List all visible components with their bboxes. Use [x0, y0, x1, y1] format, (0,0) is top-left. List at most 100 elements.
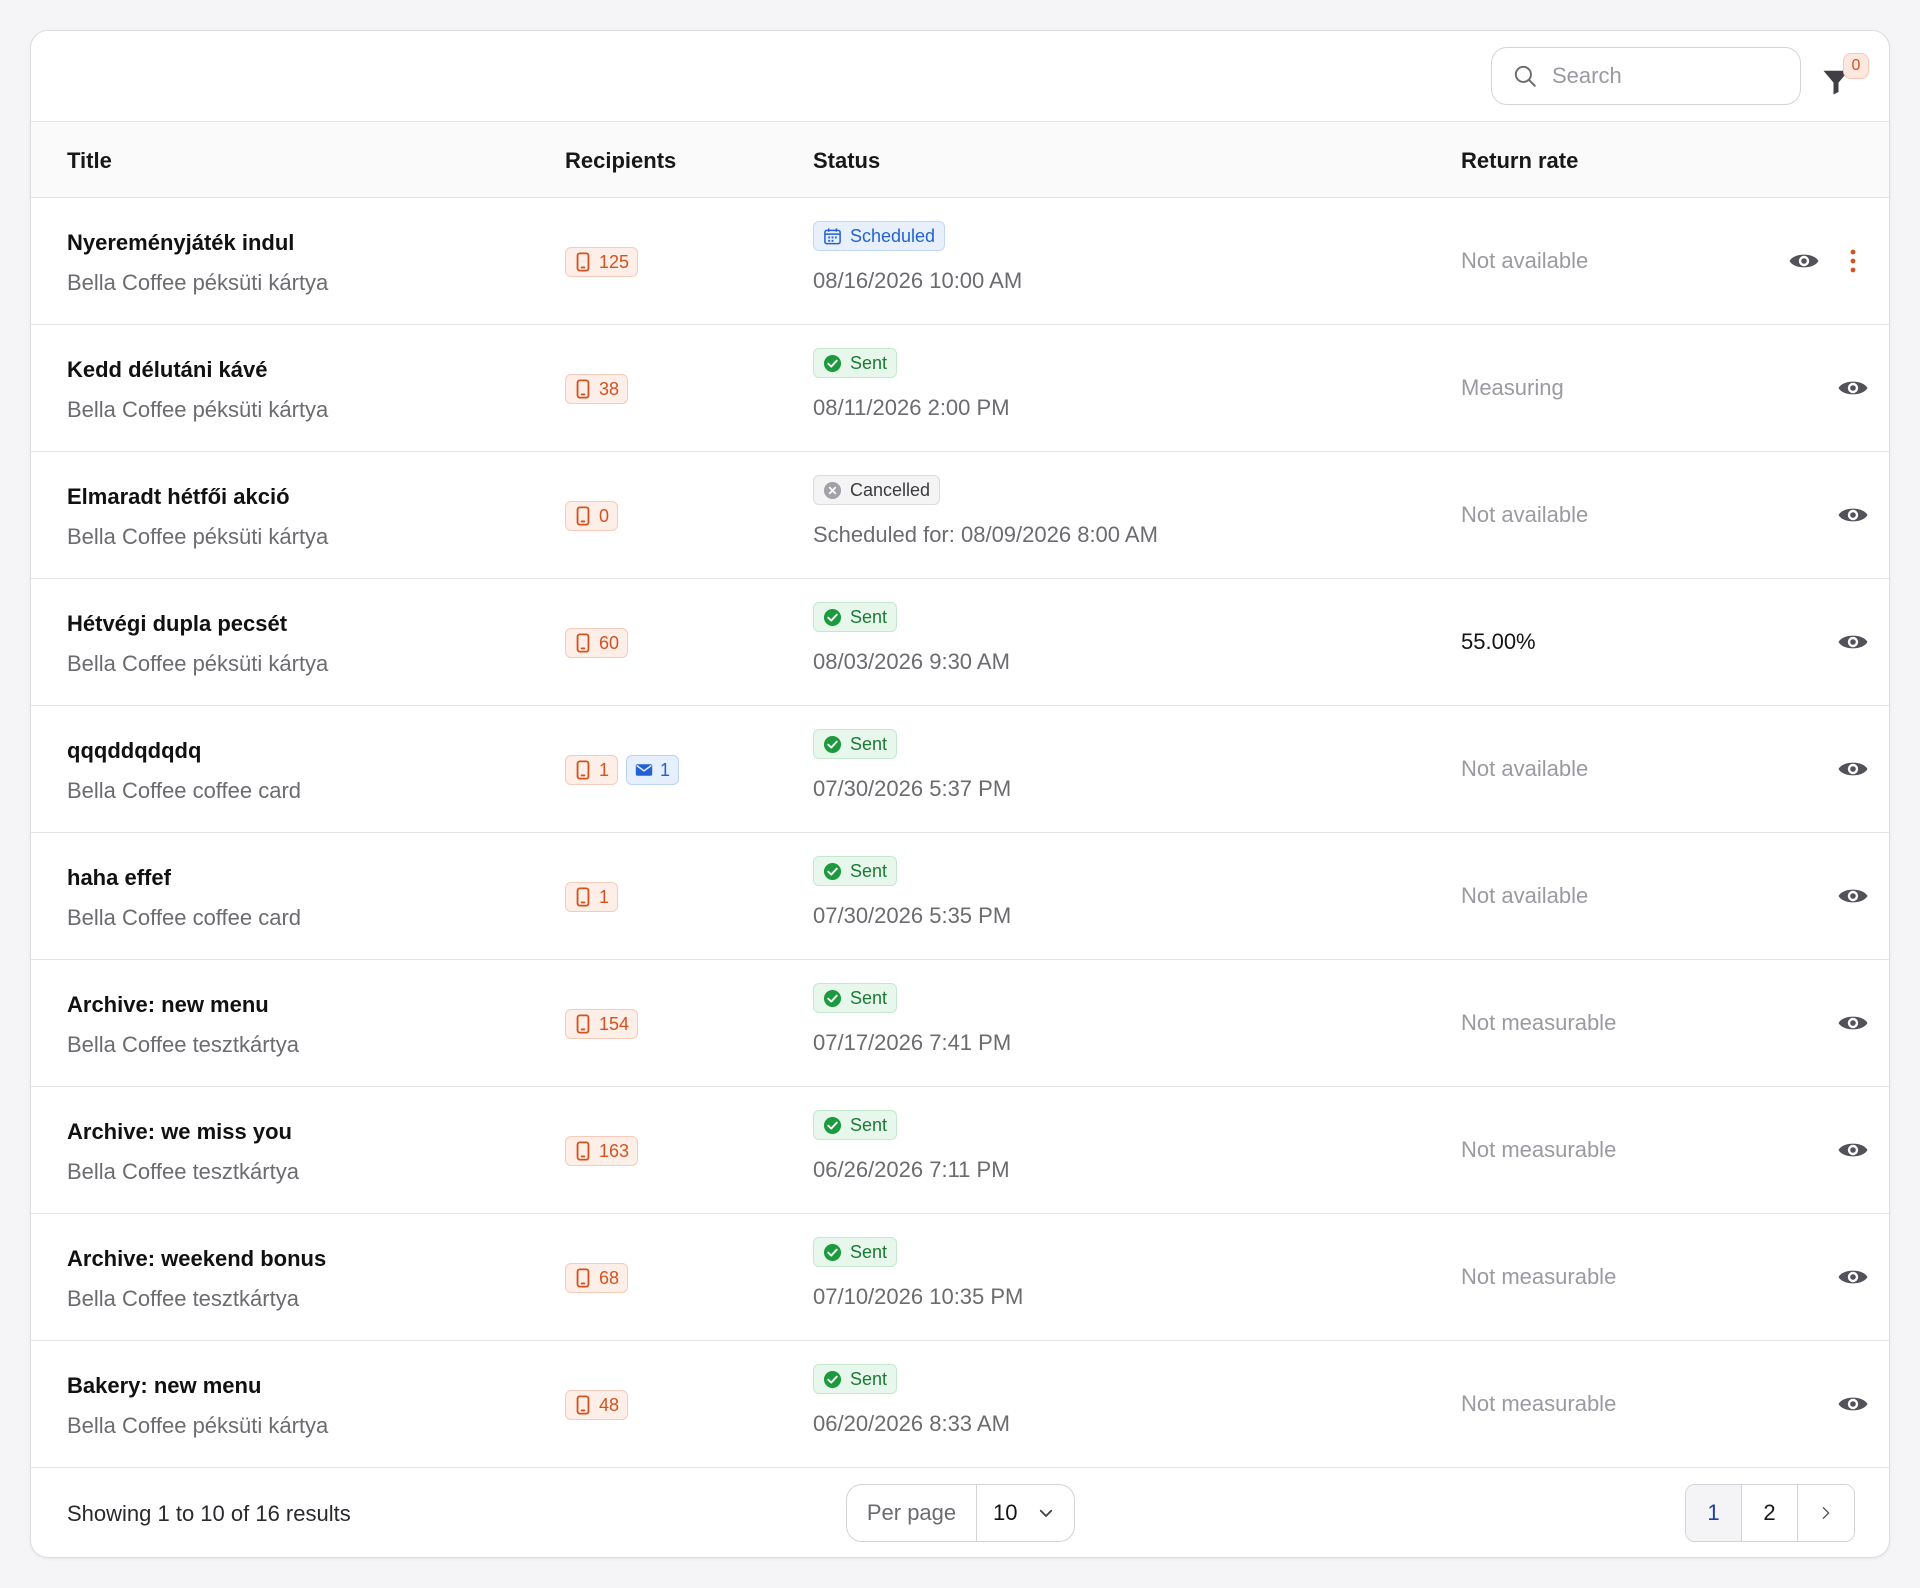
- campaign-card-name: Bella Coffee péksüti kártya: [67, 1413, 329, 1438]
- campaign-card-name: Bella Coffee coffee card: [67, 905, 302, 930]
- eye-icon: [1838, 762, 1868, 776]
- return-rate: Measuring: [1461, 375, 1564, 400]
- status-label: Sent: [850, 352, 888, 373]
- view-button[interactable]: [1837, 754, 1869, 784]
- campaign-title[interactable]: Archive: weekend bonus: [67, 1246, 327, 1271]
- search-box[interactable]: [1491, 47, 1801, 105]
- table-row[interactable]: Nyereményjáték indul Bella Coffee péksüti…: [31, 198, 1889, 325]
- eye-icon: [1789, 254, 1819, 268]
- phone-recipients-count: 0: [599, 505, 610, 526]
- phone-recipients-count: 60: [599, 632, 620, 653]
- column-header-status[interactable]: Status: [813, 148, 881, 173]
- search-input[interactable]: [1552, 63, 1772, 89]
- email-recipients-count: 1: [660, 759, 671, 780]
- campaign-title[interactable]: Bakery: new menu: [67, 1373, 262, 1398]
- campaign-card-name: Bella Coffee péksüti kártya: [67, 270, 329, 295]
- phone-recipients-chip: 125: [565, 247, 639, 277]
- table-row[interactable]: Archive: new menu Bella Coffee tesztkárty…: [31, 960, 1889, 1087]
- check-circle-icon: [823, 862, 842, 880]
- phone-icon: [576, 379, 590, 399]
- check-circle-icon: [823, 1370, 842, 1388]
- x-circle-icon: [823, 481, 842, 499]
- eye-icon: [1838, 889, 1868, 903]
- table-row[interactable]: qqqddqdqdq Bella Coffee coffee card 1 1 Sent…: [31, 706, 1889, 833]
- per-page-control[interactable]: Per page 10: [846, 1484, 1075, 1542]
- status-label: Sent: [850, 733, 888, 754]
- column-header-recipients[interactable]: Recipients: [565, 148, 677, 173]
- status-date: 07/30/2026 5:35 PM: [813, 903, 1012, 928]
- view-button[interactable]: [1837, 627, 1869, 657]
- table-row[interactable]: Kedd délutáni kávé Bella Coffee péksüti k…: [31, 325, 1889, 452]
- view-button[interactable]: [1837, 1389, 1869, 1419]
- table-row[interactable]: Hétvégi dupla pecsét Bella Coffee péksüti…: [31, 579, 1889, 706]
- phone-icon: [576, 252, 590, 272]
- more-actions-button[interactable]: [1837, 246, 1869, 276]
- table-row[interactable]: haha effef Bella Coffee coffee card 1 Sent 0…: [31, 833, 1889, 960]
- view-button[interactable]: [1837, 500, 1869, 530]
- page-button-1[interactable]: 1: [1686, 1485, 1742, 1541]
- campaign-title[interactable]: Elmaradt hétfői akció: [67, 484, 290, 509]
- table-row[interactable]: Bakery: new menu Bella Coffee péksüti kár…: [31, 1341, 1889, 1468]
- recipients-cell: 125: [565, 247, 639, 277]
- check-circle-icon: [823, 1116, 842, 1134]
- status-label: Sent: [850, 606, 888, 627]
- table-row[interactable]: Elmaradt hétfői akció Bella Coffee péksüt…: [31, 452, 1889, 579]
- return-rate: Not measurable: [1461, 1264, 1617, 1289]
- recipients-cell: 1: [565, 882, 619, 912]
- status-label: Sent: [850, 1368, 888, 1389]
- calendar-icon: [824, 227, 841, 244]
- status-label: Scheduled: [850, 225, 936, 246]
- status-date: 08/11/2026 2:00 PM: [813, 395, 1010, 420]
- campaign-title[interactable]: qqqddqdqdq: [67, 738, 202, 763]
- eye-icon: [1838, 1143, 1868, 1157]
- table-row[interactable]: Archive: weekend bonus Bella Coffee teszt…: [31, 1214, 1889, 1341]
- view-button[interactable]: [1837, 1135, 1869, 1165]
- campaign-title[interactable]: Nyereményjáték indul: [67, 230, 295, 255]
- phone-icon: [576, 633, 590, 653]
- filter-icon: [1823, 70, 1849, 95]
- envelope-icon: [635, 764, 653, 776]
- status-badge: Sent: [813, 729, 898, 759]
- phone-icon: [576, 1141, 590, 1161]
- campaign-title[interactable]: Kedd délutáni kávé: [67, 357, 268, 382]
- campaign-card-name: Bella Coffee péksüti kártya: [67, 397, 329, 422]
- phone-recipients-chip: 38: [565, 374, 629, 404]
- column-header-title[interactable]: Title: [67, 148, 112, 173]
- campaign-title[interactable]: haha effef: [67, 865, 171, 890]
- phone-icon: [576, 1268, 590, 1288]
- status-date: 08/16/2026 10:00 AM: [813, 268, 1023, 293]
- table-row[interactable]: Archive: we miss you Bella Coffee tesztká…: [31, 1087, 1889, 1214]
- status-badge: Scheduled: [813, 221, 946, 251]
- view-button[interactable]: [1788, 246, 1820, 276]
- phone-recipients-chip: 68: [565, 1263, 629, 1293]
- per-page-select[interactable]: 10: [977, 1485, 1074, 1541]
- next-page-button[interactable]: [1798, 1485, 1854, 1541]
- eye-icon: [1838, 1397, 1868, 1411]
- view-button[interactable]: [1837, 373, 1869, 403]
- per-page-label: Per page: [847, 1485, 977, 1541]
- phone-icon: [576, 506, 590, 526]
- recipients-cell: 163: [565, 1136, 639, 1166]
- table-header: Title Recipients Status Return rate: [31, 122, 1889, 198]
- column-header-return-rate[interactable]: Return rate: [1461, 148, 1579, 173]
- view-button[interactable]: [1837, 881, 1869, 911]
- return-rate: Not measurable: [1461, 1137, 1617, 1162]
- phone-recipients-count: 163: [599, 1140, 630, 1161]
- recipients-cell: 38: [565, 374, 629, 404]
- return-rate: Not measurable: [1461, 1391, 1617, 1416]
- filter-button[interactable]: 0: [1821, 53, 1873, 103]
- return-rate: Not available: [1461, 248, 1589, 273]
- campaign-title[interactable]: Archive: new menu: [67, 992, 269, 1017]
- recipients-cell: 154: [565, 1009, 639, 1039]
- check-circle-icon: [823, 608, 842, 626]
- campaign-title[interactable]: Hétvégi dupla pecsét: [67, 611, 288, 636]
- recipients-cell: 0: [565, 501, 619, 531]
- view-button[interactable]: [1837, 1008, 1869, 1038]
- check-circle-icon: [823, 989, 842, 1007]
- filter-count-badge: 0: [1843, 53, 1869, 79]
- page-button-2[interactable]: 2: [1742, 1485, 1798, 1541]
- campaign-title[interactable]: Archive: we miss you: [67, 1119, 292, 1144]
- recipients-cell: 68: [565, 1263, 629, 1293]
- status-label: Sent: [850, 987, 888, 1008]
- view-button[interactable]: [1837, 1262, 1869, 1292]
